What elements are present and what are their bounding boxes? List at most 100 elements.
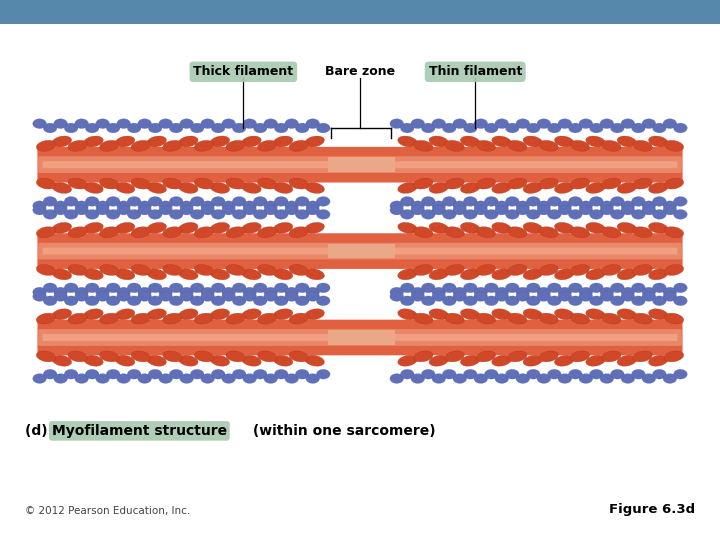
Ellipse shape: [445, 178, 464, 189]
Ellipse shape: [54, 374, 68, 383]
Ellipse shape: [558, 287, 572, 297]
Ellipse shape: [210, 183, 230, 193]
Ellipse shape: [400, 296, 414, 306]
Ellipse shape: [194, 313, 214, 324]
Ellipse shape: [649, 136, 668, 147]
Ellipse shape: [222, 287, 235, 297]
Ellipse shape: [285, 287, 299, 297]
Ellipse shape: [226, 351, 246, 362]
Ellipse shape: [569, 210, 582, 219]
Ellipse shape: [526, 197, 540, 206]
Ellipse shape: [523, 355, 543, 366]
Ellipse shape: [36, 178, 56, 189]
Ellipse shape: [84, 222, 103, 233]
Ellipse shape: [663, 374, 677, 383]
Ellipse shape: [429, 183, 449, 193]
Ellipse shape: [539, 227, 558, 238]
FancyBboxPatch shape: [0, 0, 720, 24]
Ellipse shape: [54, 287, 68, 297]
Ellipse shape: [579, 119, 593, 129]
Ellipse shape: [453, 205, 467, 215]
Ellipse shape: [453, 292, 467, 301]
Ellipse shape: [54, 119, 68, 129]
Ellipse shape: [64, 283, 78, 293]
Ellipse shape: [579, 287, 593, 297]
Text: (within one sarcomere): (within one sarcomere): [248, 424, 436, 438]
Ellipse shape: [445, 313, 464, 324]
Ellipse shape: [631, 210, 645, 219]
Ellipse shape: [115, 355, 135, 366]
Ellipse shape: [127, 210, 141, 219]
Ellipse shape: [429, 269, 449, 280]
Ellipse shape: [212, 283, 225, 293]
Ellipse shape: [169, 283, 183, 293]
Ellipse shape: [243, 374, 256, 383]
Ellipse shape: [253, 123, 267, 133]
Ellipse shape: [664, 227, 684, 238]
Ellipse shape: [601, 140, 621, 151]
Ellipse shape: [316, 283, 330, 293]
Ellipse shape: [445, 351, 464, 362]
Ellipse shape: [169, 123, 183, 133]
Ellipse shape: [579, 374, 593, 383]
Ellipse shape: [258, 227, 277, 238]
Ellipse shape: [201, 287, 215, 297]
Ellipse shape: [663, 205, 677, 215]
Ellipse shape: [453, 201, 467, 211]
Text: Thick filament: Thick filament: [193, 65, 294, 78]
Ellipse shape: [180, 201, 194, 211]
Ellipse shape: [295, 197, 309, 206]
Ellipse shape: [194, 178, 214, 189]
Ellipse shape: [194, 351, 214, 362]
Ellipse shape: [617, 222, 636, 233]
Ellipse shape: [43, 123, 57, 133]
Ellipse shape: [523, 183, 543, 193]
Ellipse shape: [492, 222, 511, 233]
Ellipse shape: [590, 123, 603, 133]
Ellipse shape: [258, 313, 277, 324]
Ellipse shape: [107, 210, 120, 219]
Ellipse shape: [148, 296, 162, 306]
Ellipse shape: [147, 183, 166, 193]
Ellipse shape: [54, 292, 68, 301]
Ellipse shape: [569, 369, 582, 379]
Text: Thin filament: Thin filament: [428, 65, 522, 78]
Ellipse shape: [461, 309, 480, 320]
Ellipse shape: [631, 369, 645, 379]
Ellipse shape: [429, 136, 449, 147]
Ellipse shape: [569, 296, 582, 306]
Ellipse shape: [68, 313, 87, 324]
Ellipse shape: [505, 123, 519, 133]
Ellipse shape: [508, 227, 527, 238]
Text: Myofilament structure: Myofilament structure: [52, 424, 227, 438]
Ellipse shape: [633, 227, 652, 238]
Ellipse shape: [579, 201, 593, 211]
Ellipse shape: [117, 287, 130, 297]
Ellipse shape: [179, 136, 198, 147]
Ellipse shape: [96, 205, 109, 215]
Ellipse shape: [621, 205, 635, 215]
Ellipse shape: [99, 178, 119, 189]
Ellipse shape: [212, 296, 225, 306]
Ellipse shape: [99, 227, 119, 238]
Ellipse shape: [601, 265, 621, 275]
Ellipse shape: [117, 374, 130, 383]
Ellipse shape: [443, 369, 456, 379]
Ellipse shape: [464, 197, 477, 206]
Ellipse shape: [127, 296, 141, 306]
Ellipse shape: [537, 205, 551, 215]
Ellipse shape: [274, 296, 288, 306]
Ellipse shape: [570, 140, 590, 151]
Ellipse shape: [586, 183, 606, 193]
Ellipse shape: [84, 136, 103, 147]
Ellipse shape: [537, 119, 551, 129]
Ellipse shape: [180, 205, 194, 215]
Ellipse shape: [505, 210, 519, 219]
Ellipse shape: [305, 355, 325, 366]
Ellipse shape: [117, 119, 130, 129]
Ellipse shape: [558, 201, 572, 211]
Ellipse shape: [537, 374, 551, 383]
Ellipse shape: [663, 201, 677, 211]
Ellipse shape: [569, 197, 582, 206]
FancyBboxPatch shape: [37, 147, 683, 183]
